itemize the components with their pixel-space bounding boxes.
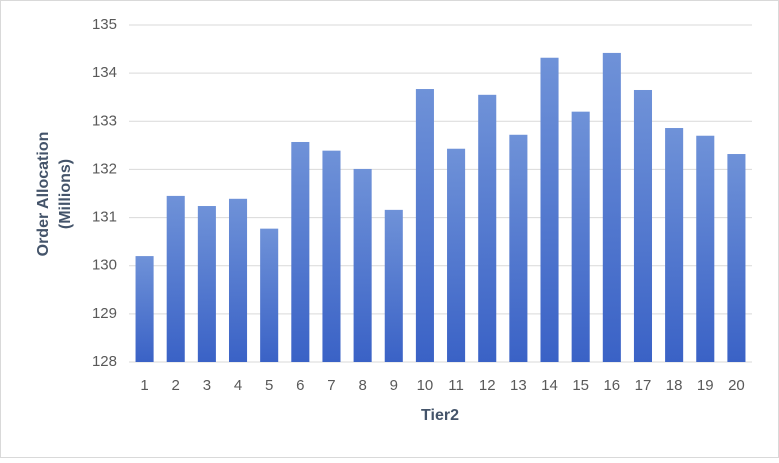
y-tick-label: 133 [92,112,117,129]
bar [197,206,216,362]
bar [415,89,434,362]
x-tick-label: 9 [390,377,398,394]
x-tick-label: 18 [666,377,683,394]
x-tick-label: 4 [234,377,242,394]
y-tick-label: 135 [92,16,117,33]
x-tick-label: 12 [479,377,496,394]
bar [166,195,185,362]
x-tick-label: 19 [697,377,714,394]
y-tick-label: 131 [92,209,117,226]
x-tick-label: 7 [327,377,335,394]
bar [322,150,341,362]
y-tick-label: 132 [92,160,117,177]
x-tick-label: 6 [296,377,304,394]
bar [727,154,746,362]
bar [665,128,684,362]
x-tick-label: 16 [603,377,620,394]
y-axis-title: Order Allocation [35,132,52,257]
x-tick-label: 8 [358,377,366,394]
x-tick-label: 17 [635,377,652,394]
bar [291,141,310,362]
bar [228,198,248,362]
bar [353,168,372,362]
y-tick-label: 130 [92,257,117,274]
x-tick-label: 20 [728,377,745,394]
x-tick-label: 5 [265,377,273,394]
x-tick-label: 14 [541,377,558,394]
bar [478,94,497,363]
y-tick-label: 129 [92,305,117,322]
bar [260,228,279,362]
bar [135,256,154,362]
bar [384,209,403,362]
x-tick-label: 3 [203,377,211,394]
bar [602,52,621,363]
x-tick-label: 1 [140,377,148,394]
y-axis-title: (Millions) [57,159,74,229]
x-tick-label: 13 [510,377,527,394]
bar [633,89,653,362]
x-axis-title: Tier2 [421,407,459,424]
bar [571,111,590,363]
x-tick-label: 10 [417,377,434,394]
bar [540,57,559,362]
bar [696,135,715,362]
bar [509,134,528,362]
x-tick-label: 11 [448,377,464,394]
y-tick-label: 134 [92,64,117,81]
x-tick-label: 15 [572,377,589,394]
x-tick-label: 2 [172,377,180,394]
y-tick-label: 128 [92,353,117,370]
bar [447,148,466,362]
